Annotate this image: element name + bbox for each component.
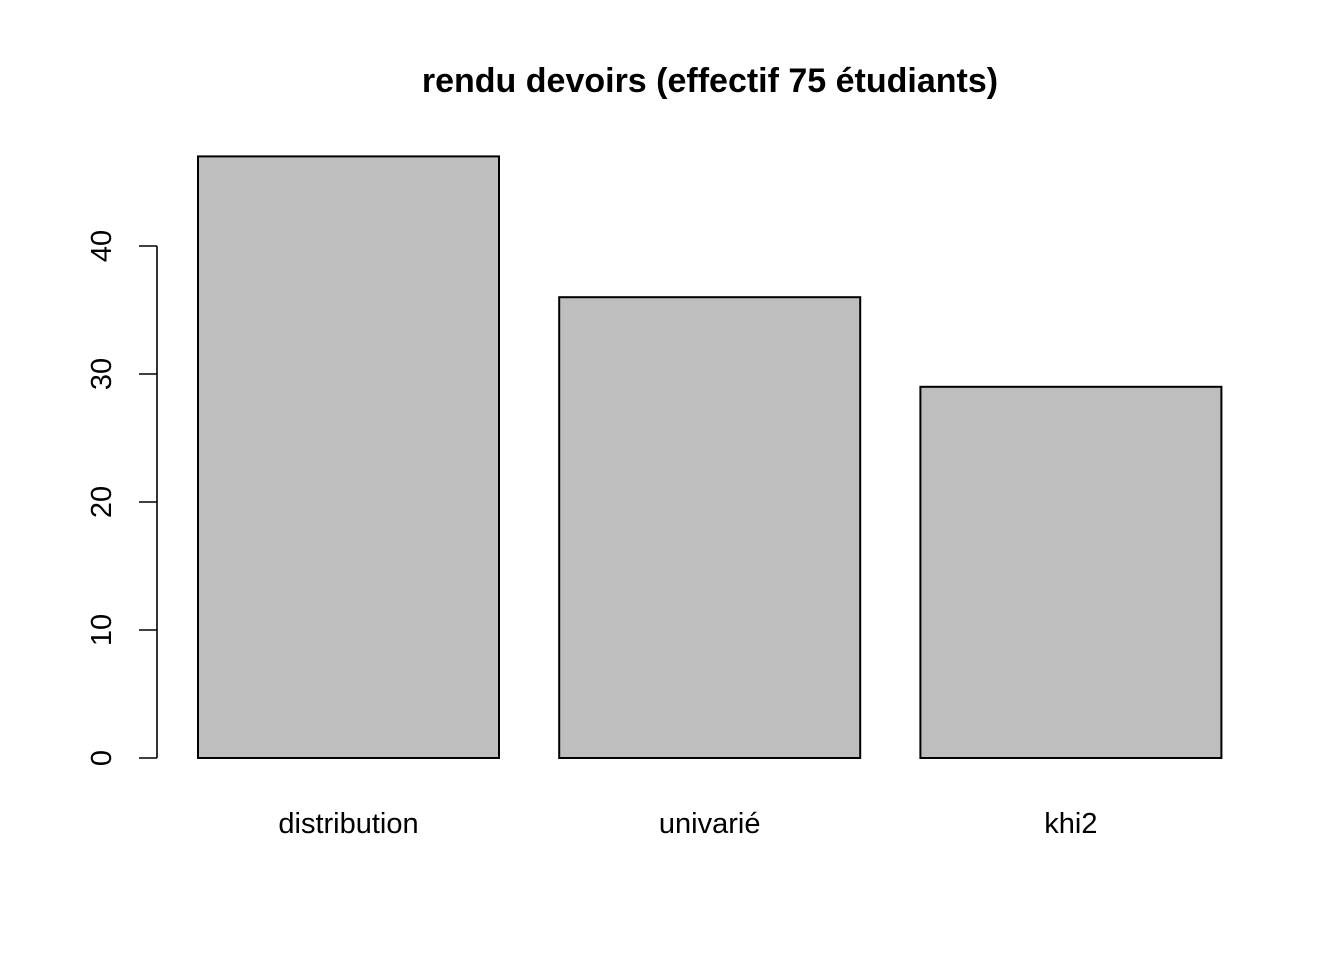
chart-title: rendu devoirs (effectif 75 étudiants) (422, 62, 998, 100)
category-label: univarié (659, 808, 761, 840)
category-label: distribution (278, 808, 418, 840)
y-tick-label: 30 (86, 358, 118, 390)
y-axis: 0 10 20 30 40 (86, 230, 158, 766)
category-label: khi2 (1044, 808, 1097, 840)
bar-3 (919, 385, 1223, 759)
y-tick-label: 20 (86, 486, 118, 518)
bar-1 (197, 155, 500, 759)
bar-2 (558, 296, 862, 759)
y-tick-label: 10 (86, 614, 118, 646)
y-tick-label: 40 (86, 230, 118, 262)
category-labels: distribution univarié khi2 (278, 808, 1097, 840)
y-tick-label: 0 (86, 750, 118, 766)
bars-group (197, 155, 1223, 759)
